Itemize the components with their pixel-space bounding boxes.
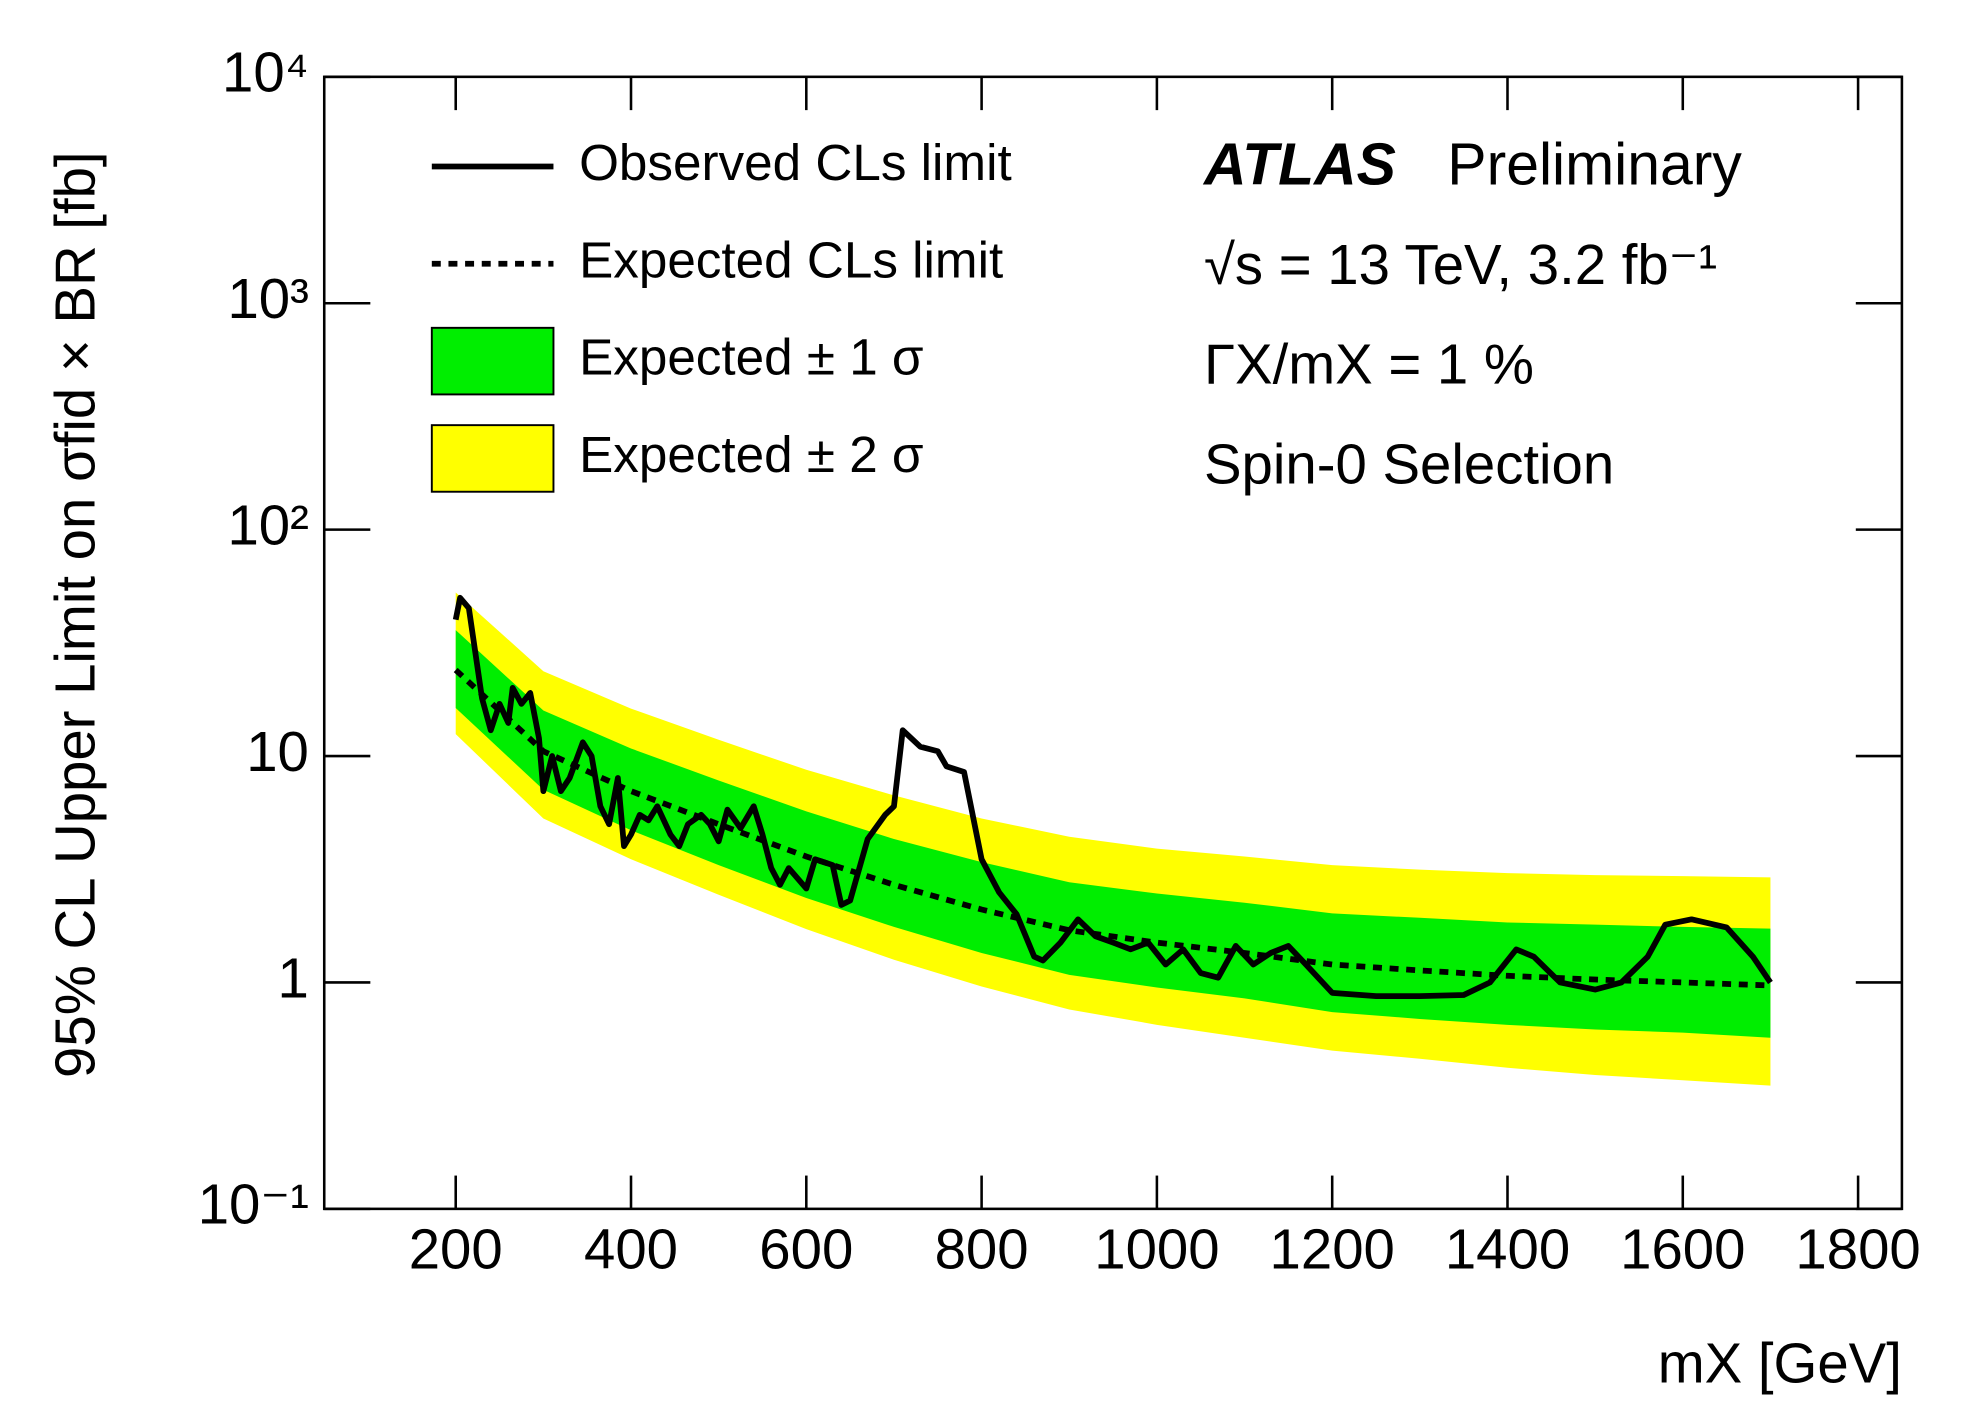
legend-label: Expected ± 1 σ xyxy=(579,329,923,386)
y-axis-label: 95% CL Upper Limit on σfid × BR [fb] xyxy=(44,151,107,1078)
x-tick-label: 1600 xyxy=(1620,1218,1745,1281)
y-tick-label: 10⁻¹ xyxy=(198,1173,309,1236)
legend-label: Expected ± 2 σ xyxy=(579,426,923,483)
y-tick-label: 1 xyxy=(278,946,309,1009)
experiment-label: ATLAS xyxy=(1202,133,1396,198)
legend-label: Observed CLs limit xyxy=(579,134,1012,191)
band xyxy=(455,630,1771,1038)
annotation: Preliminary xyxy=(1447,133,1742,198)
x-tick-label: 1400 xyxy=(1445,1218,1570,1281)
x-tick-label: 1200 xyxy=(1270,1218,1395,1281)
x-tick-label: 200 xyxy=(409,1218,503,1281)
x-tick-label: 1000 xyxy=(1094,1218,1219,1281)
frame xyxy=(322,75,1904,1211)
legend-label: Expected CLs limit xyxy=(579,231,1003,288)
legend-swatch xyxy=(430,424,555,493)
x-tick-label: 400 xyxy=(584,1218,678,1281)
y-tick-label: 10 xyxy=(246,720,309,783)
legend-swatch xyxy=(430,326,555,396)
annotation: √s = 13 TeV, 3.2 fb⁻¹ xyxy=(1204,233,1717,296)
expected-line xyxy=(453,667,1771,989)
annotation: Spin-0 Selection xyxy=(1204,433,1614,496)
x-tick-label: 600 xyxy=(759,1218,853,1281)
x-tick-label: 1800 xyxy=(1795,1218,1920,1281)
y-tick-label: 10³ xyxy=(227,267,308,330)
x-axis-label: mX [GeV] xyxy=(1658,1332,1902,1395)
annotation: ΓX/mX = 1 % xyxy=(1204,333,1534,396)
y-tick-label: 10² xyxy=(227,494,308,557)
y-tick-label: 10⁴ xyxy=(222,41,309,104)
x-tick-label: 800 xyxy=(935,1218,1029,1281)
